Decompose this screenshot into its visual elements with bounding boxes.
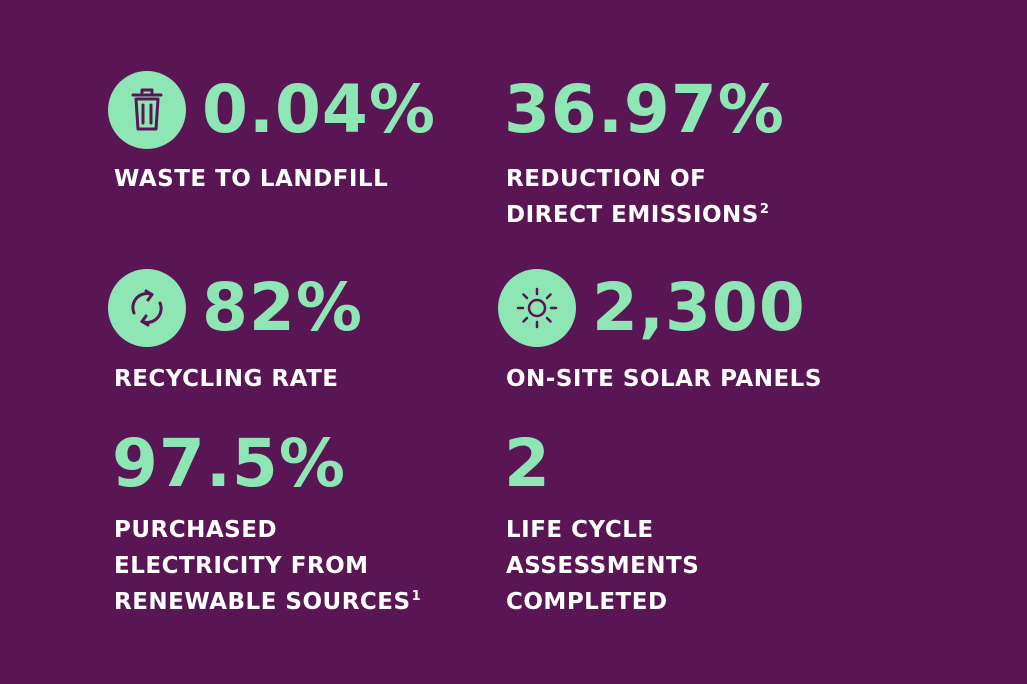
stat-value-row: 36.97% xyxy=(504,70,785,150)
stat-label: ON-SITE SOLAR PANELS xyxy=(506,361,822,397)
sun-icon xyxy=(498,269,576,347)
stat-label-line: ELECTRICITY FROM xyxy=(114,553,369,579)
stat-label-line: COMPLETED xyxy=(506,589,668,615)
stat-waste-to-landfill: 0.04% WASTE TO LANDFILL xyxy=(108,70,436,197)
stat-value: 36.97% xyxy=(504,71,785,148)
stat-value: 2 xyxy=(504,425,551,502)
stat-solar-panels: 2,300 ON-SITE SOLAR PANELS xyxy=(498,268,822,397)
stat-label-line-with-footnote: DIRECT EMISSIONS2 xyxy=(506,197,785,233)
stat-label-line-with-footnote: RENEWABLE SOURCES1 xyxy=(114,584,421,620)
stat-value: 0.04% xyxy=(202,71,436,148)
stat-label: RECYCLING RATE xyxy=(114,361,363,397)
trash-can-icon xyxy=(108,71,186,149)
stat-label-line-text: RENEWABLE SOURCES xyxy=(114,589,411,615)
stat-label-line-text: DIRECT EMISSIONS xyxy=(506,202,759,228)
stat-value-row: 0.04% xyxy=(108,70,436,150)
stat-label-line: LIFE CYCLE xyxy=(506,517,654,543)
stat-value-row: 97.5% xyxy=(112,424,421,504)
stat-life-cycle-assessments: 2 LIFE CYCLE ASSESSMENTS COMPLETED xyxy=(504,424,699,620)
stat-direct-emissions: 36.97% REDUCTION OF DIRECT EMISSIONS2 xyxy=(504,70,785,233)
stat-value: 97.5% xyxy=(112,425,346,502)
stat-value: 82% xyxy=(202,269,363,346)
stat-label-line: ON-SITE SOLAR PANELS xyxy=(506,366,822,392)
stat-label-line: ASSESSMENTS xyxy=(506,553,700,579)
stat-label: WASTE TO LANDFILL xyxy=(114,161,436,197)
stat-value-row: 2 xyxy=(504,424,699,504)
stat-label-line: WASTE TO LANDFILL xyxy=(114,166,389,192)
stat-label: LIFE CYCLE ASSESSMENTS COMPLETED xyxy=(506,512,699,620)
stat-label-line: PURCHASED xyxy=(114,517,278,543)
stat-value-row: 82% xyxy=(108,268,363,348)
stat-label: PURCHASED ELECTRICITY FROM RENEWABLE SOU… xyxy=(114,512,421,620)
stat-label: REDUCTION OF DIRECT EMISSIONS2 xyxy=(506,161,785,233)
footnote-marker: 2 xyxy=(759,202,770,218)
stat-renewable-electricity: 97.5% PURCHASED ELECTRICITY FROM RENEWAB… xyxy=(112,424,421,620)
stat-label-line: REDUCTION OF xyxy=(506,166,707,192)
footnote-marker: 1 xyxy=(411,589,422,605)
stat-recycling-rate: 82% RECYCLING RATE xyxy=(108,268,363,397)
recycle-arrows-icon xyxy=(108,269,186,347)
stat-label-line: RECYCLING RATE xyxy=(114,366,339,392)
stat-value: 2,300 xyxy=(592,269,806,346)
stat-value-row: 2,300 xyxy=(498,268,822,348)
